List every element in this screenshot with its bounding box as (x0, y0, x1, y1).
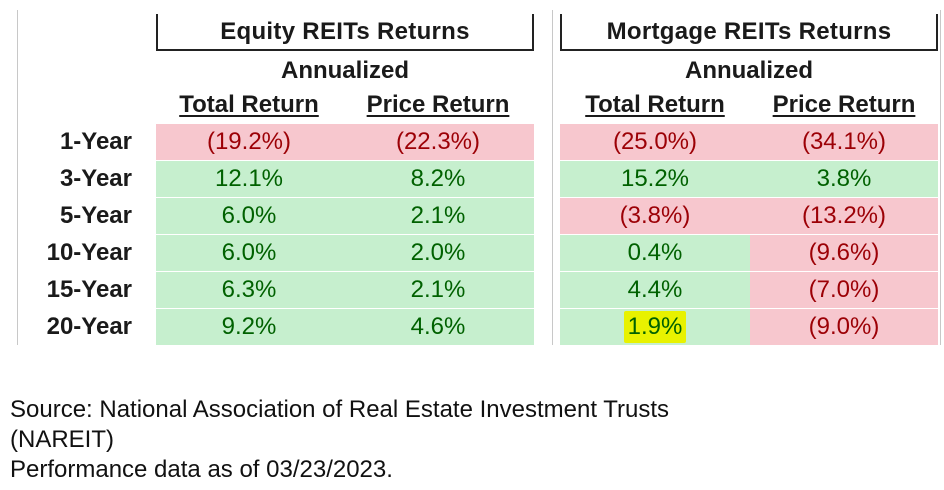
equity-total-cell: 6.0% (156, 198, 342, 234)
equity-total-cell: (19.2%) (156, 124, 342, 160)
mortgage-total-cell: 1.9% (560, 309, 750, 345)
mortgage-total-cell: 15.2% (560, 161, 750, 197)
grid-line (552, 10, 553, 345)
row-label: 15-Year (46, 276, 132, 303)
highlighted-value: 1.9% (623, 311, 687, 343)
equity-price-cell: 8.2% (342, 161, 534, 197)
equity-price-cell: 4.6% (342, 309, 534, 345)
mortgage-price-cell: (7.0%) (750, 272, 938, 308)
mortgage-subtitle: Annualized (684, 57, 813, 84)
mortgage-price-cell: (34.1%) (750, 124, 938, 160)
mortgage-price-cell: (13.2%) (750, 198, 938, 234)
equity-price-cell: 2.0% (342, 235, 534, 271)
mortgage-price-cell: 3.8% (750, 161, 938, 197)
source-line: Source: National Association of Real Est… (10, 396, 669, 423)
row-label: 5-Year (59, 202, 132, 229)
row-label: 20-Year (46, 313, 132, 340)
equity-price-return-header: Price Return (366, 91, 510, 118)
row-label: 3-Year (59, 165, 132, 192)
equity-price-cell: (22.3%) (342, 124, 534, 160)
row-label: 10-Year (46, 239, 132, 266)
mortgage-price-cell: (9.0%) (750, 309, 938, 345)
grid-line (17, 10, 18, 345)
equity-group-title: Equity REITs Returns (156, 14, 534, 51)
mortgage-total-cell: (3.8%) (560, 198, 750, 234)
mortgage-price-return-header: Price Return (772, 91, 916, 118)
equity-total-cell: 12.1% (156, 161, 342, 197)
mortgage-total-cell: (25.0%) (560, 124, 750, 160)
equity-price-cell: 2.1% (342, 198, 534, 234)
mortgage-total-return-header: Total Return (585, 91, 725, 118)
equity-total-return-header: Total Return (179, 91, 319, 118)
as-of-date: Performance data as of 03/23/2023. (10, 456, 393, 483)
source-line-continued: (NAREIT) (10, 426, 114, 453)
equity-total-cell: 9.2% (156, 309, 342, 345)
mortgage-group-title: Mortgage REITs Returns (560, 14, 938, 51)
row-label: 1-Year (59, 128, 132, 155)
mortgage-price-cell: (9.6%) (750, 235, 938, 271)
equity-total-cell: 6.3% (156, 272, 342, 308)
equity-subtitle: Annualized (280, 57, 409, 84)
mortgage-total-cell: 4.4% (560, 272, 750, 308)
equity-total-cell: 6.0% (156, 235, 342, 271)
mortgage-total-cell: 0.4% (560, 235, 750, 271)
equity-price-cell: 2.1% (342, 272, 534, 308)
grid-line (940, 10, 941, 345)
